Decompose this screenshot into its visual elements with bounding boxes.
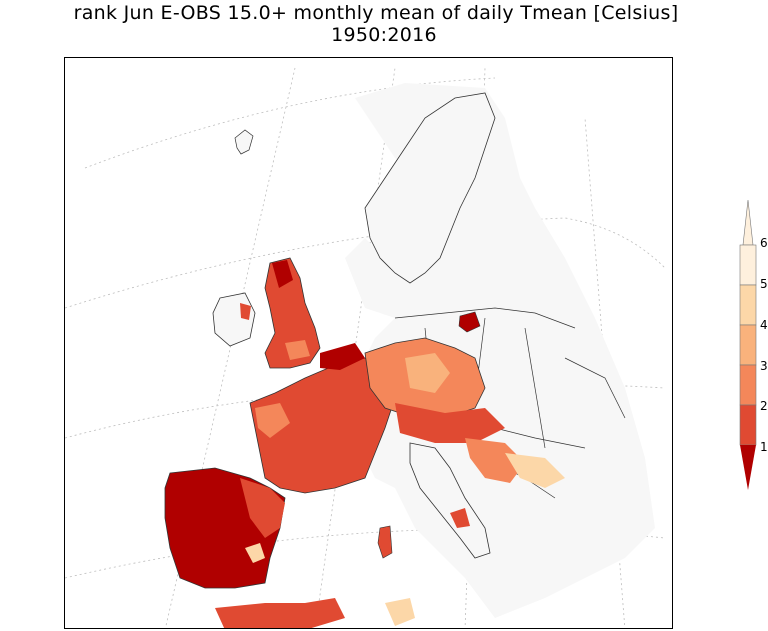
map-title: rank Jun E-OBS 15.0+ monthly mean of dai… — [73, 2, 679, 24]
legend-below-triangle — [740, 445, 756, 490]
legend-swatch-3 — [739, 364, 757, 406]
map-panel — [64, 57, 673, 629]
germany-rank4 — [405, 353, 450, 393]
italy — [409, 442, 491, 559]
legend-swatch-5 — [739, 284, 757, 326]
iceland — [234, 129, 254, 155]
alps-rank2 — [395, 403, 505, 443]
balkans-rank5 — [505, 453, 565, 488]
legend-swatch-6 — [739, 244, 757, 286]
ireland-rank2 — [240, 303, 251, 320]
scandinavia — [364, 92, 496, 284]
legend-label-1: 1 — [760, 440, 768, 454]
britain-rank1 — [272, 260, 293, 288]
legend-label-6: 6 — [760, 236, 768, 250]
legend-above-triangle — [742, 200, 754, 246]
sardinia-rank2 — [377, 525, 393, 559]
iberia-rank5 — [245, 543, 265, 563]
colorbar-legend — [739, 200, 757, 490]
legend-label-2: 2 — [760, 399, 768, 413]
benelux-rank1 — [320, 343, 365, 370]
north-africa-rank2 — [215, 598, 345, 628]
britain-rank3 — [285, 340, 310, 360]
europe-rank-map — [65, 67, 666, 628]
balkans-rank3 — [465, 438, 525, 483]
legend-swatch-2 — [739, 404, 757, 446]
map-subtitle-period: 1950:2016 — [331, 24, 437, 46]
legend-label-3: 3 — [760, 359, 768, 373]
legend-label-5: 5 — [760, 277, 768, 291]
iberia-rank2 — [240, 478, 285, 538]
france-rank3 — [255, 403, 290, 438]
italy-rank2 — [450, 508, 470, 528]
legend-label-4: 4 — [760, 318, 768, 332]
poland-rank1 — [458, 311, 481, 333]
legend-swatch-4 — [739, 324, 757, 366]
north-africa-rank5 — [385, 598, 415, 626]
